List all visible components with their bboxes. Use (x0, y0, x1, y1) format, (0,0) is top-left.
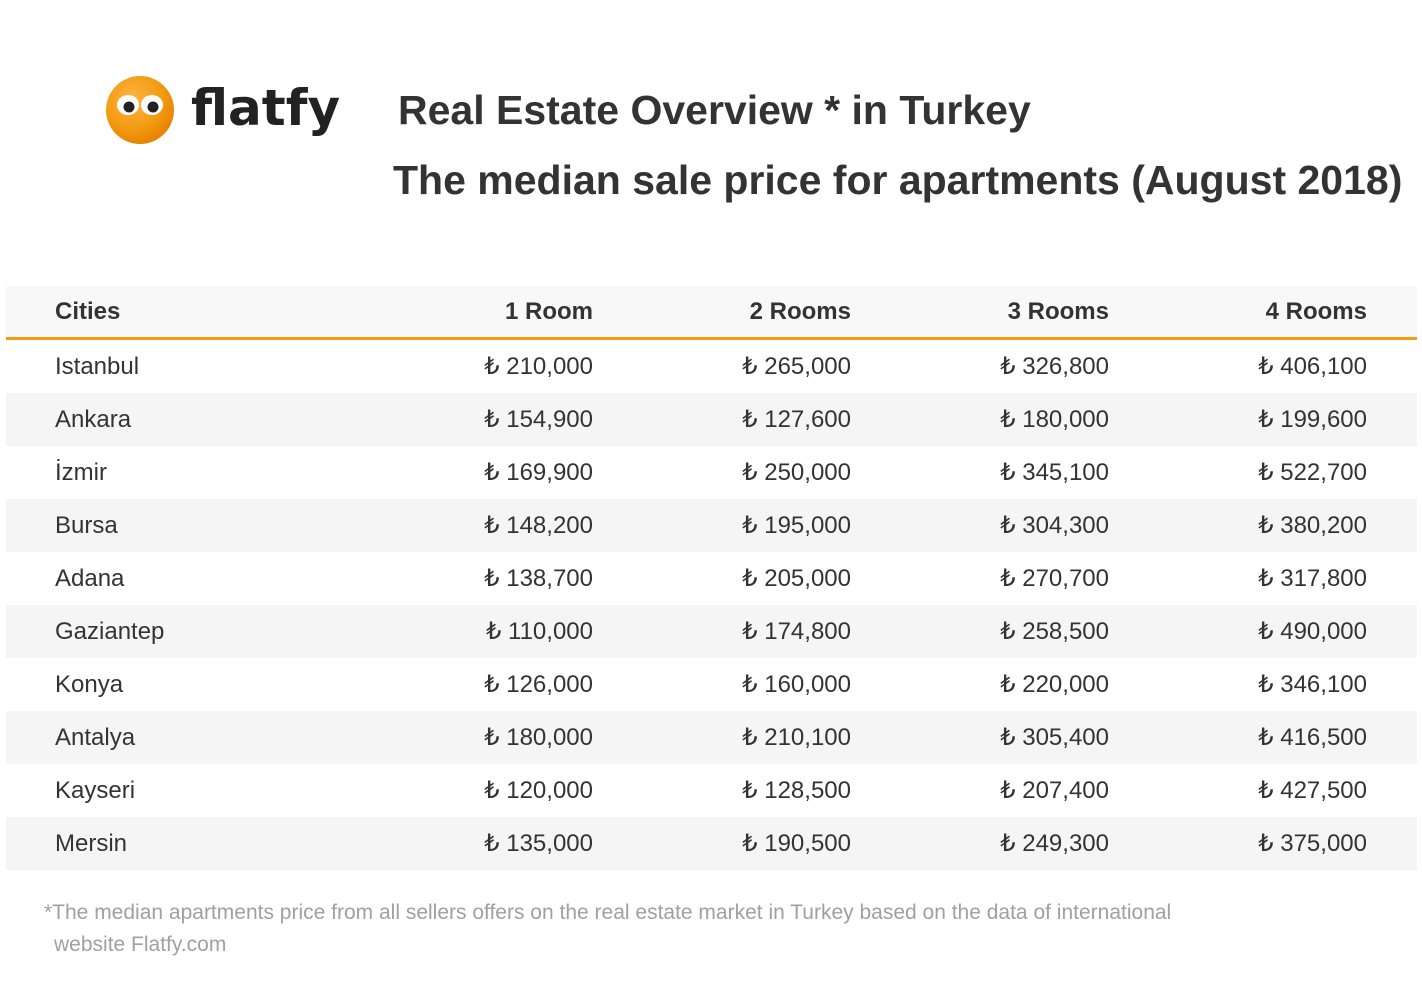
footnote: *The median apartments price from all se… (44, 897, 1304, 961)
price-cell-2-room: ₺ 174,800 (643, 605, 901, 658)
table-row: Antalya ₺ 180,000 ₺ 210,100 ₺ 305,400 ₺ 416,… (6, 711, 1417, 764)
price-cell-3-room: ₺ 207,400 (1000, 777, 1109, 804)
price-cell-2-room: ₺ 160,000 (742, 671, 851, 698)
chart-title: Real Estate Overview * in Turkey (398, 87, 1031, 133)
flatfy-logo: flatfy (105, 74, 340, 146)
footnote-line-1: *The median apartments price from all se… (44, 901, 1172, 924)
price-cell-2-room: ₺ 127,600 (643, 393, 901, 446)
table-row: Konya ₺ 126,000 ₺ 160,000 ₺ 220,000 ₺ 346,10… (6, 658, 1417, 711)
price-cell-3-room: ₺ 326,800 (1000, 353, 1109, 380)
price-cell-1-room: ₺ 126,000 (484, 671, 593, 698)
table-row: Bursa ₺ 148,200 ₺ 195,000 ₺ 304,300 ₺ 380,20… (6, 499, 1417, 552)
city-cell: Kayseri (55, 776, 136, 804)
price-cell-1-room: ₺ 110,000 (385, 605, 643, 658)
price-cell-2-room: ₺ 210,100 (643, 711, 901, 764)
price-table: Cities 1 Room 2 Rooms 3 Rooms 4 Rooms Is… (6, 286, 1417, 870)
price-cell-1-room: ₺ 135,000 (385, 817, 643, 870)
city-cell: Mersin (6, 817, 385, 870)
price-cell-2-room: ₺ 205,000 (742, 565, 851, 592)
price-cell-1-room: ₺ 210,000 (484, 353, 593, 380)
price-cell-4-room: ₺ 522,700 (1258, 459, 1367, 486)
city-cell: Istanbul (55, 352, 140, 380)
chart-subtitle: The median sale price for apartments (Au… (393, 157, 1403, 203)
price-cell-3-room: ₺ 304,300 (901, 499, 1159, 552)
price-cell-2-room: ₺ 128,500 (742, 777, 851, 804)
price-cell-2-room: ₺ 265,000 (742, 353, 851, 380)
price-cell-4-room: ₺ 199,600 (1159, 393, 1417, 446)
column-header-cities: Cities (6, 286, 385, 340)
city-cell: Ankara (6, 393, 385, 446)
price-cell-4-room: ₺ 346,100 (1258, 671, 1367, 698)
price-cell-2-room: ₺ 250,000 (742, 459, 851, 486)
city-cell: İzmir (55, 458, 107, 486)
price-cell-3-room: ₺ 345,100 (1000, 459, 1109, 486)
city-cell: Gaziantep (6, 605, 385, 658)
price-cell-1-room: ₺ 148,200 (385, 499, 643, 552)
city-cell: Konya (55, 670, 124, 698)
price-cell-2-room: ₺ 190,500 (643, 817, 901, 870)
price-cell-3-room: ₺ 270,700 (1000, 565, 1109, 592)
price-cell-4-room: ₺ 406,100 (1258, 353, 1367, 380)
city-cell: Bursa (6, 499, 385, 552)
table-row: İzmir ₺ 169,900 ₺ 250,000 ₺ 345,100 ₺ 522,70… (6, 446, 1417, 499)
price-cell-1-room: ₺ 154,900 (385, 393, 643, 446)
price-cell-4-room: ₺ 375,000 (1159, 817, 1417, 870)
table-row: Gaziantep ₺ 110,000 ₺ 174,800 ₺ 258,500 ₺ 49… (6, 605, 1417, 658)
price-cell-4-room: ₺ 427,500 (1258, 777, 1367, 804)
price-cell-3-room: ₺ 305,400 (901, 711, 1159, 764)
column-header-3-rooms: 3 Rooms (901, 286, 1159, 340)
table-row: Kayseri ₺ 120,000 ₺ 128,500 ₺ 207,400 ₺ 427,… (6, 764, 1417, 817)
column-header-1-room: 1 Room (385, 286, 643, 340)
price-cell-3-room: ₺ 220,000 (1000, 671, 1109, 698)
table-header-row: Cities 1 Room 2 Rooms 3 Rooms 4 Rooms (6, 286, 1417, 340)
table-row: Mersin ₺ 135,000 ₺ 190,500 ₺ 249,300 ₺ 375,0… (6, 817, 1417, 870)
column-header-2-rooms: 2 Rooms (643, 286, 901, 340)
brand-wordmark: flatfy (191, 79, 341, 137)
table-row: Ankara ₺ 154,900 ₺ 127,600 ₺ 180,000 ₺ 199,6… (6, 393, 1417, 446)
price-cell-1-room: ₺ 138,700 (484, 565, 593, 592)
city-cell: Adana (55, 564, 125, 592)
footnote-line-2: website Flatfy.com (54, 933, 227, 956)
price-cell-1-room: ₺ 120,000 (484, 777, 593, 804)
price-cell-2-room: ₺ 195,000 (643, 499, 901, 552)
price-cell-3-room: ₺ 249,300 (901, 817, 1159, 870)
table-row: Adana ₺ 138,700 ₺ 205,000 ₺ 270,700 ₺ 317,80… (6, 552, 1417, 605)
column-header-4-rooms: 4 Rooms (1159, 286, 1417, 340)
city-cell: Antalya (6, 711, 385, 764)
price-cell-3-room: ₺ 258,500 (901, 605, 1159, 658)
table-row: Istanbul ₺ 210,000 ₺ 265,000 ₺ 326,800 ₺ 406… (6, 339, 1417, 394)
table-body: Istanbul ₺ 210,000 ₺ 265,000 ₺ 326,800 ₺ 406… (6, 339, 1417, 870)
price-cell-1-room: ₺ 180,000 (385, 711, 643, 764)
price-cell-4-room: ₺ 416,500 (1159, 711, 1417, 764)
price-cell-4-room: ₺ 380,200 (1159, 499, 1417, 552)
price-cell-1-room: ₺ 169,900 (484, 459, 593, 486)
price-cell-4-room: ₺ 490,000 (1159, 605, 1417, 658)
owl-eyes-icon (106, 76, 174, 144)
price-cell-3-room: ₺ 180,000 (901, 393, 1159, 446)
price-cell-4-room: ₺ 317,800 (1258, 565, 1367, 592)
